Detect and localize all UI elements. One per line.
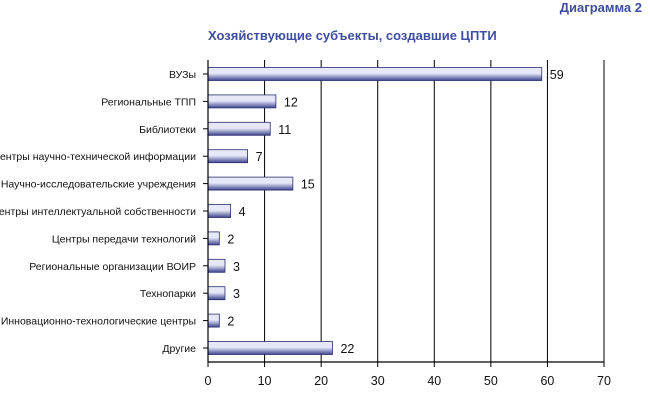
- value-label: 15: [301, 178, 315, 192]
- bar: [207, 341, 333, 355]
- x-tick-label: 10: [258, 374, 272, 388]
- x-tick-label: 30: [371, 374, 385, 388]
- category-label: Центры передачи технологий: [52, 233, 196, 245]
- category-label: Другие: [162, 343, 196, 355]
- category-label: Региональные ТПП: [101, 96, 196, 108]
- category-label: Технопарки: [140, 288, 196, 300]
- value-label: 2: [227, 232, 234, 246]
- x-tick-label: 20: [314, 374, 328, 388]
- value-label: 11: [278, 123, 291, 137]
- bars: [207, 67, 543, 355]
- category-label: Центры интеллектуальной собственности: [0, 206, 196, 218]
- category-label: Центры научно-технической информации: [0, 151, 196, 163]
- value-label: 3: [233, 287, 240, 301]
- x-tick-label: 70: [597, 374, 611, 388]
- bar: [207, 121, 271, 136]
- category-label: Региональные организации ВОИР: [29, 261, 196, 273]
- value-label: 4: [239, 205, 246, 219]
- value-label: 59: [550, 68, 564, 82]
- category-label: Библиотеки: [139, 124, 196, 136]
- labels: ВУЗы 59 Региональные ТПП 12 Библиотеки 11 Цент…: [0, 68, 611, 388]
- bar: [207, 204, 232, 218]
- category-label: Инновационно-технологические центры: [1, 316, 196, 328]
- bar: [207, 67, 543, 81]
- value-label: 12: [284, 95, 298, 109]
- value-label: 22: [340, 342, 354, 356]
- x-tick-label: 60: [540, 374, 554, 388]
- category-label: Научно-исследовательские учреждения: [1, 179, 196, 191]
- axes: [203, 60, 605, 367]
- grid-lines: [264, 60, 605, 362]
- bar: [207, 176, 294, 191]
- x-tick-label: 0: [205, 374, 212, 388]
- bar: [207, 231, 220, 246]
- value-label: 3: [233, 260, 240, 274]
- value-label: 7: [256, 150, 263, 164]
- bar: [207, 149, 248, 164]
- category-label: ВУЗы: [169, 69, 196, 81]
- bar: [207, 258, 226, 273]
- x-tick-label: 50: [484, 374, 498, 388]
- bar: [207, 313, 220, 328]
- bar: [207, 94, 277, 109]
- bar: [207, 286, 226, 301]
- value-label: 2: [227, 315, 234, 329]
- x-tick-label: 40: [427, 374, 441, 388]
- chart-title: Хозяйствующие субъекты, создавшие ЦПТИ: [208, 28, 497, 43]
- diagram-number-label: Диаграмма 2: [559, 0, 642, 15]
